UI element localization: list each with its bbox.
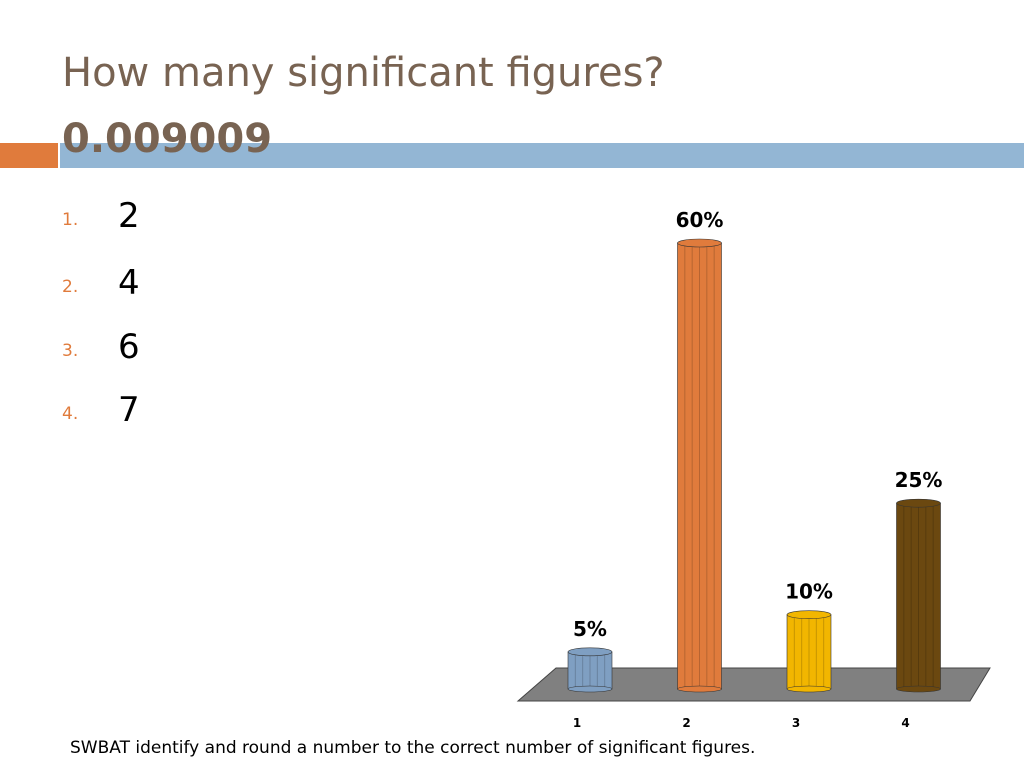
bar <box>786 614 832 690</box>
x-tick-label: 3 <box>792 716 800 730</box>
bar-base <box>786 685 832 693</box>
list-marker: 3. <box>62 341 78 361</box>
x-tick-label: 4 <box>901 716 909 730</box>
bar-top <box>567 647 613 657</box>
value-label: 25% <box>895 468 943 492</box>
footer: SWBAT identify and round a number to the… <box>70 738 755 758</box>
bar-base <box>567 685 613 693</box>
value-label: 60% <box>676 208 724 232</box>
value-label: 5% <box>573 617 607 641</box>
list-item: 7 <box>118 390 140 430</box>
list-item: 4 <box>118 263 140 303</box>
list-marker: 4. <box>62 404 78 424</box>
bar-top <box>786 610 832 619</box>
list-marker: 2. <box>62 277 78 297</box>
list-marker: 1. <box>62 210 78 230</box>
bar-top <box>896 498 941 508</box>
bar <box>567 651 613 690</box>
chart-floor <box>516 667 991 702</box>
accent-blue <box>60 143 1024 168</box>
bar-base <box>896 685 941 693</box>
list-item: 2 <box>118 196 140 236</box>
slide-subtitle: 0.009009 <box>62 116 272 162</box>
accent-orange <box>0 143 58 168</box>
value-label: 10% <box>785 580 833 604</box>
bar-base <box>677 685 722 693</box>
bar <box>677 242 722 690</box>
x-tick-label: 1 <box>573 716 581 730</box>
x-tick-label: 2 <box>682 716 690 730</box>
list-item: 6 <box>118 327 140 367</box>
bar-top <box>677 238 722 248</box>
slide-title: How many significant figures? <box>62 50 665 96</box>
